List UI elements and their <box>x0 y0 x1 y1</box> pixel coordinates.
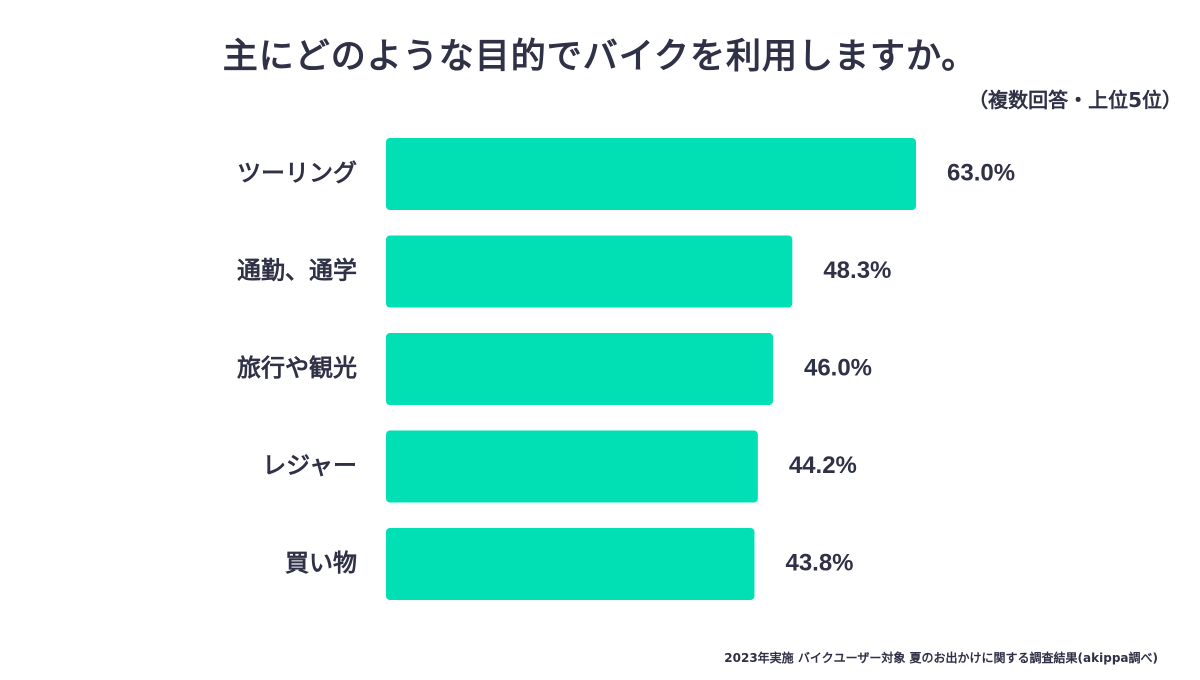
value-label-3: 46.0% <box>804 354 872 381</box>
category-label-5: 買い物 <box>285 549 357 577</box>
chart-subtitle: （複数回答・上位5位） <box>968 88 1182 112</box>
value-label-2: 48.3% <box>823 257 891 284</box>
category-label-1: ツーリング <box>237 159 357 187</box>
bar-1 <box>386 138 916 210</box>
bar-2 <box>386 235 793 308</box>
chart-title: 主にどのような目的でバイクを利用しますか。 <box>222 37 978 77</box>
category-label-3: 旅行や観光 <box>237 354 357 382</box>
value-label-5: 43.8% <box>785 549 853 576</box>
value-label-1: 63.0% <box>947 159 1015 186</box>
category-label-2: 通勤、通学 <box>237 257 357 285</box>
category-label-4: レジャー <box>262 452 357 480</box>
bar-3 <box>386 333 773 405</box>
bar-4 <box>386 430 758 503</box>
source-footnote: 2023年実施 バイクユーザー対象 夏のお出かけに関する調査結果(akippa調… <box>724 651 1158 665</box>
value-label-4: 44.2% <box>789 452 857 479</box>
bar-5 <box>386 528 755 600</box>
